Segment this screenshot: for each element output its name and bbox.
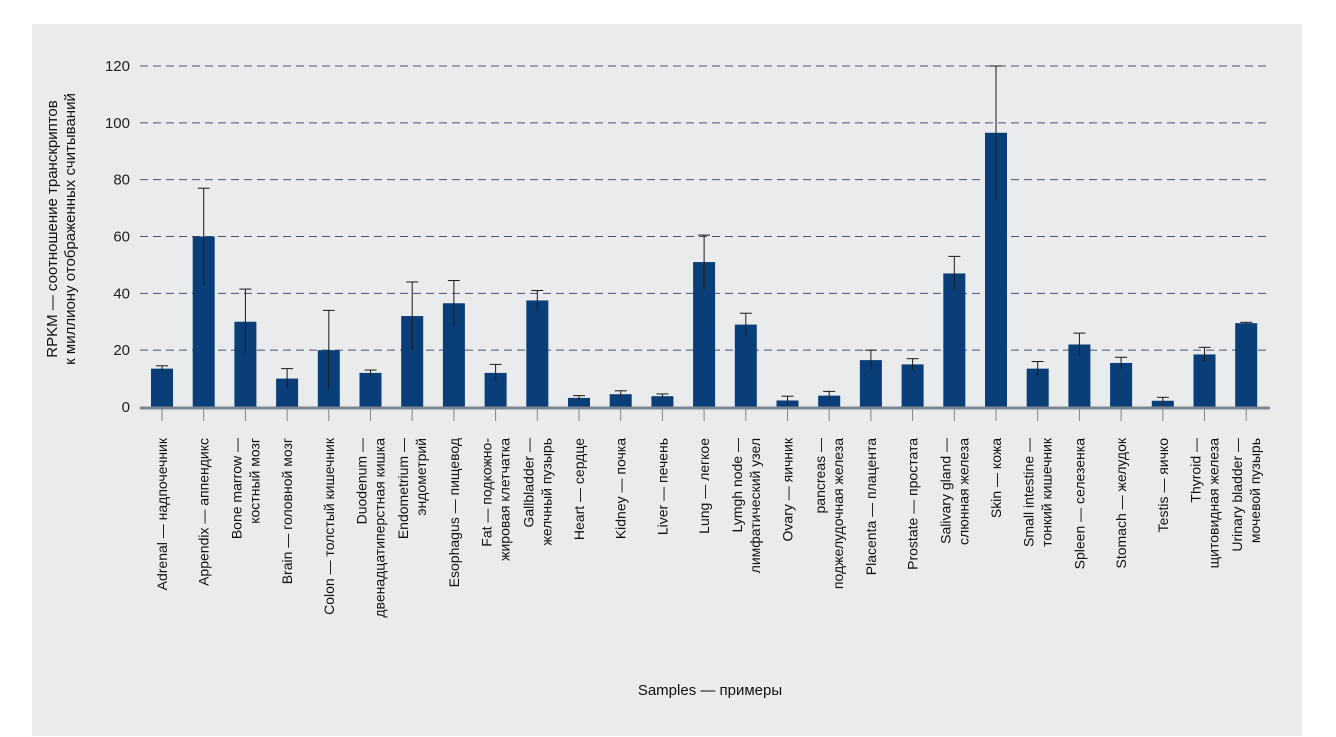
- x-category-label: Kidney — почка: [613, 438, 629, 539]
- x-category-label: Placenta — плацента: [863, 438, 879, 575]
- x-category-label: Liver — печень: [654, 438, 670, 535]
- x-category-label: pancreas —: [812, 438, 828, 513]
- x-category-label: Endometrium —: [395, 438, 411, 539]
- x-category-label: Urinary bladder —: [1229, 438, 1245, 552]
- bar: [568, 397, 590, 407]
- y-tick-label: 0: [122, 399, 130, 416]
- axes: [140, 406, 1270, 421]
- x-category-label: костный мозг: [246, 438, 262, 524]
- x-category-label: Brain — головной мозг: [279, 438, 295, 584]
- bar: [484, 372, 507, 407]
- x-category-label: мочевой пузырь: [1247, 438, 1263, 543]
- bar: [818, 395, 841, 407]
- x-category-label: Lymgh node —: [729, 438, 745, 532]
- bar: [901, 364, 924, 407]
- x-category-label: Lung — легкое: [696, 438, 712, 534]
- x-category-label: тонкий кишечник: [1039, 437, 1055, 547]
- bar: [234, 321, 257, 407]
- x-category-label: Duodenum —: [354, 438, 370, 524]
- x-category-label: Heart — сердце: [571, 438, 587, 540]
- bar: [859, 360, 882, 407]
- x-category-label: Testis — яичко: [1155, 438, 1171, 533]
- x-category-label: Skin — кожа: [988, 438, 1004, 518]
- x-category-label: Esophagus — пищевод: [446, 438, 462, 587]
- bar: [526, 300, 549, 407]
- x-category-label: Small intestine —: [1021, 438, 1037, 547]
- bar: [734, 324, 757, 407]
- bar: [943, 273, 966, 407]
- bar: [1026, 368, 1049, 407]
- bar: [192, 236, 215, 407]
- bar: [1235, 323, 1258, 407]
- y-tick-label: 120: [105, 58, 130, 75]
- x-category-label: Thyroid —: [1188, 438, 1204, 503]
- x-category-label: Appendix — аппендикс: [196, 438, 212, 586]
- x-category-label: слюнная железа: [955, 438, 971, 545]
- x-axis-title: Samples — примеры: [638, 682, 782, 699]
- bar: [359, 372, 382, 407]
- bars: [151, 132, 1258, 407]
- x-category-label: Adrenal — надпочечник: [154, 437, 170, 590]
- x-category-labels: Adrenal — надпочечник Appendix — аппендик…: [154, 437, 1263, 617]
- bar: [609, 394, 632, 407]
- x-category-label: Colon — толстый кишечник: [321, 437, 337, 615]
- bar: [651, 396, 674, 407]
- x-category-label: Spleen — селезенка: [1071, 438, 1087, 570]
- x-category-label: желчный пузырь: [538, 438, 554, 546]
- x-category-label: поджелудочная железа: [830, 438, 846, 589]
- x-category-label: Salivary gland —: [937, 438, 953, 544]
- y-tick-label: 80: [113, 172, 130, 189]
- x-category-label: жировая клетчатка: [497, 438, 513, 561]
- bar: [1110, 362, 1133, 407]
- y-tick-labels: 0 20 40 60 80 100 120: [105, 58, 130, 416]
- y-tick-label: 20: [113, 342, 130, 359]
- bar: [442, 303, 465, 407]
- bar: [401, 316, 424, 407]
- x-category-label: Prostate — простата: [905, 438, 921, 570]
- error-bars: [156, 65, 1253, 405]
- x-category-label: двенадцатиперстная кишка: [372, 438, 388, 618]
- x-category-label: Gallbladder —: [520, 438, 536, 528]
- x-category-label: Bone marrow —: [228, 438, 244, 539]
- x-category-label: эндометрий: [413, 438, 429, 516]
- x-category-label: Stomach — желудок: [1113, 437, 1129, 568]
- y-axis-title-line1: RPKM — соотношение транскриптов: [44, 100, 61, 358]
- bar: [693, 262, 716, 407]
- y-axis-title-line2: к миллиону отображенных считываний: [62, 93, 79, 365]
- x-category-label: Ovary — яичник: [780, 437, 796, 541]
- bar: [276, 378, 299, 407]
- bar: [151, 368, 173, 407]
- bar: [985, 132, 1007, 407]
- y-tick-label: 100: [105, 115, 130, 132]
- bar: [1193, 354, 1216, 407]
- y-tick-label: 40: [113, 285, 130, 302]
- y-tick-label: 60: [113, 229, 130, 246]
- x-category-label: лимфатический узел: [747, 438, 763, 573]
- x-category-label: Fat — подкожно-: [479, 438, 495, 547]
- x-category-label: щитовидная железа: [1206, 438, 1222, 569]
- bar: [1068, 344, 1091, 407]
